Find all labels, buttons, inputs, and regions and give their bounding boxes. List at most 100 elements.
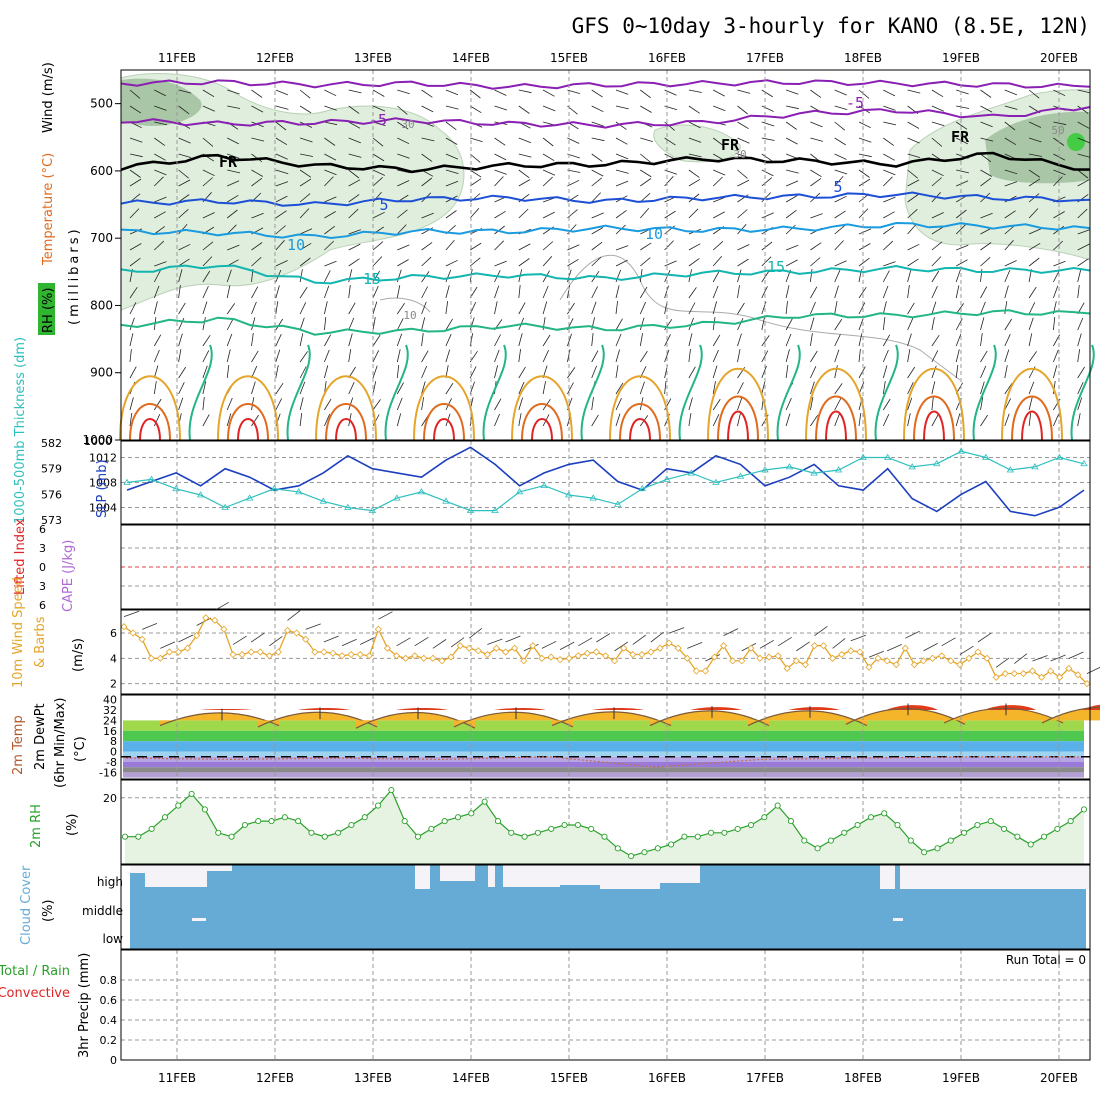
wind-barb (397, 209, 408, 219)
wind-barb (494, 105, 508, 111)
rh-marker (1080, 806, 1088, 813)
wind-speed-marker (965, 654, 973, 662)
wind-barb (469, 381, 475, 395)
temp-color-band (123, 741, 1084, 752)
wind-barb (931, 397, 934, 411)
surface-wind-barb (287, 610, 301, 621)
wind-barb (640, 153, 651, 163)
wind-barb (397, 224, 407, 235)
wind-barb (955, 349, 960, 363)
wind-barb (324, 240, 335, 251)
wind-speed-marker (383, 644, 392, 652)
wind-barb (469, 153, 481, 163)
wind-barb (883, 153, 895, 161)
thickness-slp-panel: 582 579 576 573 1012 1008 1004 1000 1000-500mb T… (13, 337, 1091, 527)
wind-barb (251, 414, 259, 427)
wind-speed-marker (901, 644, 909, 652)
surface-wind-barb (759, 639, 774, 649)
wind-barb (421, 256, 432, 267)
slp-marker (1055, 453, 1064, 460)
wind-barb (299, 269, 303, 283)
wind-barb (178, 194, 190, 203)
wind-speed-marker (1074, 671, 1082, 679)
wind-barb (324, 270, 331, 283)
wind-barb (227, 105, 241, 109)
top-date-label: 12FEB (256, 51, 294, 65)
rh-marker (787, 818, 795, 825)
diurnal-isotherm-arch (1011, 395, 1053, 441)
temp-color-band (123, 756, 1084, 762)
wind-barb (907, 397, 913, 411)
wind-barb (1077, 382, 1084, 395)
rh-marker (268, 818, 275, 825)
contour-label: 5 (379, 196, 388, 214)
wind-barb (251, 333, 254, 347)
surface-wind-barb (468, 628, 483, 639)
slp-marker (810, 469, 818, 476)
wind-barb (955, 413, 961, 427)
isotherm-wiggle (678, 344, 703, 441)
rh-marker (987, 818, 994, 825)
wind-barb (1004, 225, 1015, 235)
wind-barb (251, 137, 265, 142)
wind-barb (469, 208, 480, 219)
wind-barb (591, 286, 598, 299)
wind-barb (810, 242, 822, 251)
diurnal-isotherm-arch (609, 375, 671, 441)
rh-marker (1001, 825, 1008, 832)
rh-marker (148, 825, 155, 832)
wind-barb (591, 153, 603, 162)
temp-tick-label: 0 (110, 746, 117, 759)
wind-barb (567, 89, 581, 94)
surface-wind-barb (723, 628, 739, 637)
wind-barb (907, 302, 915, 315)
rh-marker (921, 849, 928, 856)
wind-barb (324, 137, 336, 146)
wind-speed-marker (983, 654, 991, 662)
wind-barb (348, 194, 360, 203)
wind-barb (591, 177, 603, 187)
wind-barb (1004, 334, 1011, 347)
wind-barb (372, 285, 379, 299)
pressure-tick-label: 500 (90, 97, 113, 111)
pressure-tick-label: 800 (90, 298, 113, 312)
top-date-label: 18FEB (844, 51, 882, 65)
wind-speed-marker (511, 644, 519, 652)
wind-barb (494, 260, 507, 267)
wind-barb (713, 105, 726, 112)
wind-barb (518, 208, 529, 219)
wind-barb (834, 225, 845, 235)
wind-barb (834, 285, 839, 299)
surface-wind-barb (250, 632, 265, 643)
wind-barb (712, 334, 721, 347)
wind-barb (858, 302, 866, 315)
wind-barb (372, 256, 383, 267)
wind-barb (421, 89, 433, 98)
wind-barb (445, 105, 459, 110)
wind-barb (688, 178, 701, 187)
wind-barb (664, 260, 677, 267)
wind-barb (713, 196, 726, 203)
wind-barb (737, 269, 742, 283)
wind-barb (882, 285, 889, 299)
wind-barb (227, 137, 239, 145)
wind-barb (712, 381, 716, 395)
wind-barb (980, 257, 991, 267)
wind-barb (688, 89, 702, 93)
diurnal-isotherm-arch (619, 403, 661, 441)
wind-barb (664, 381, 667, 395)
thickness-tick-label: 573 (41, 514, 62, 527)
wind-barb (980, 153, 992, 163)
precip-tick-label: 0.8 (100, 974, 118, 987)
wind-barb (980, 414, 988, 427)
diurnal-isotherm-arch (815, 395, 857, 441)
isotherm-wiggle (874, 344, 899, 441)
temp-color-band (123, 767, 1084, 773)
wind-barb (980, 317, 985, 331)
wind-speed-marker (374, 625, 382, 633)
wind-barb (1053, 349, 1059, 363)
wind-barb (931, 241, 943, 251)
temp-dome (1042, 707, 1100, 723)
wind-barb (299, 89, 311, 99)
wind-barb (1077, 413, 1081, 427)
